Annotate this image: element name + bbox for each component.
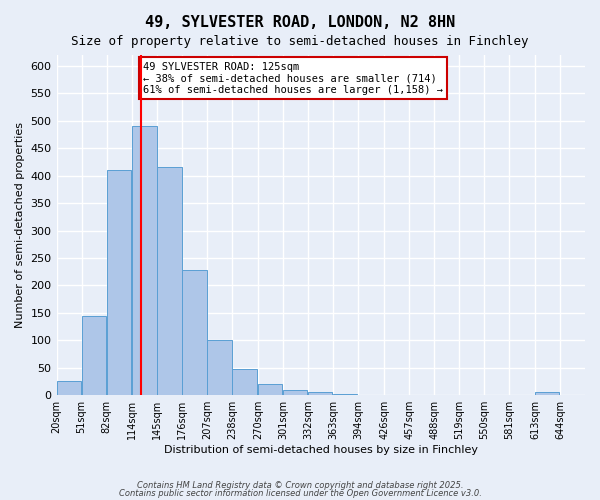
Text: Contains HM Land Registry data © Crown copyright and database right 2025.: Contains HM Land Registry data © Crown c… [137,481,463,490]
Text: 49 SYLVESTER ROAD: 125sqm
← 38% of semi-detached houses are smaller (714)
61% of: 49 SYLVESTER ROAD: 125sqm ← 38% of semi-… [143,62,443,95]
Bar [283,390,307,395]
Bar [308,392,332,395]
Bar [208,340,232,395]
X-axis label: Distribution of semi-detached houses by size in Finchley: Distribution of semi-detached houses by … [164,445,478,455]
Y-axis label: Number of semi-detached properties: Number of semi-detached properties [15,122,25,328]
Bar [232,370,257,395]
Bar [535,392,559,395]
Bar [107,170,131,395]
Text: 49, SYLVESTER ROAD, LONDON, N2 8HN: 49, SYLVESTER ROAD, LONDON, N2 8HN [145,15,455,30]
Bar [157,168,182,395]
Text: Contains public sector information licensed under the Open Government Licence v3: Contains public sector information licen… [119,488,481,498]
Bar [182,270,206,395]
Bar [82,316,106,395]
Text: Size of property relative to semi-detached houses in Finchley: Size of property relative to semi-detach… [71,35,529,48]
Bar [258,384,283,395]
Bar [56,382,81,395]
Bar [133,126,157,395]
Bar [333,394,358,395]
